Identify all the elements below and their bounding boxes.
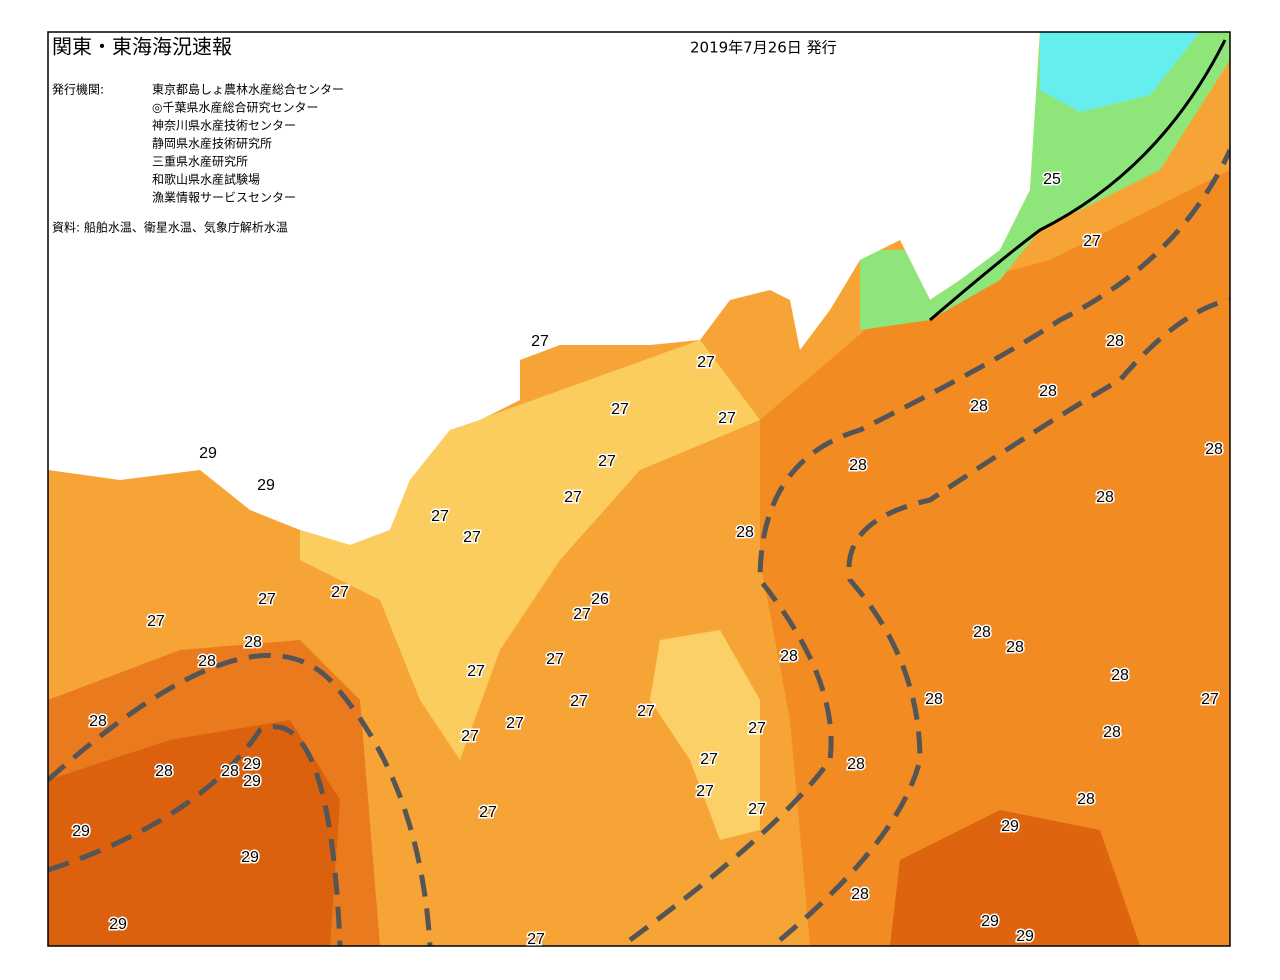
isotherm-label: 28 <box>1006 639 1024 656</box>
isotherm-label: 27 <box>147 613 165 630</box>
isotherm-label: 28 <box>847 756 865 773</box>
isotherm-label: 27 <box>258 591 276 608</box>
isotherm-label: 27 <box>1201 691 1219 708</box>
isotherm-label: 28 <box>1077 791 1095 808</box>
isotherm-label: 28 <box>198 653 216 670</box>
issuer-name: ◎千葉県水産総合研究センター <box>152 100 318 115</box>
isotherm-label: 28 <box>851 886 869 903</box>
isotherm-label: 28 <box>221 763 239 780</box>
isotherm-label: 27 <box>461 728 479 745</box>
isotherm-label: 29 <box>243 773 261 790</box>
isotherm-label: 27 <box>700 751 718 768</box>
isotherm-label: 29 <box>981 913 999 930</box>
isotherm-label: 28 <box>849 457 867 474</box>
isotherm-label: 27 <box>748 720 766 737</box>
isotherm-label: 28 <box>1106 333 1124 350</box>
isotherm-label: 27 <box>331 584 349 601</box>
isotherm-label: 27 <box>748 801 766 818</box>
isotherm-label: 28 <box>244 634 262 651</box>
issue-date: 2019年7月26日 発行 <box>690 39 837 57</box>
isotherm-label: 27 <box>506 715 524 732</box>
isotherm-label: 29 <box>1016 928 1034 945</box>
isotherm-label: 27 <box>1083 233 1101 250</box>
isotherm-label: 27 <box>697 354 715 371</box>
issuer-name: 神奈川県水産技術センター <box>152 118 296 133</box>
issuer-name: 東京都島しょ農林水産総合センター <box>152 82 344 97</box>
isotherm-label: 27 <box>431 508 449 525</box>
isotherm-label: 29 <box>257 477 275 494</box>
isotherm-label: 27 <box>479 804 497 821</box>
isotherm-label: 27 <box>531 333 549 350</box>
isotherm-label: 28 <box>970 398 988 415</box>
issuer-name: 和歌山県水産試験場 <box>152 172 260 187</box>
isotherm-label: 28 <box>780 648 798 665</box>
isotherm-label: 27 <box>591 591 609 608</box>
isotherm-label: 27 <box>546 651 564 668</box>
isotherm-label: 28 <box>1103 724 1121 741</box>
isotherm-label: 27 <box>611 401 629 418</box>
isotherm-label: 28 <box>155 763 173 780</box>
isotherm-label: 27 <box>573 606 591 623</box>
issuer-name: 静岡県水産技術研究所 <box>152 136 272 151</box>
isotherm-label: 28 <box>1096 489 1114 506</box>
issuer-name: 三重県水産研究所 <box>152 154 248 169</box>
isotherm-label: 27 <box>467 663 485 680</box>
title: 関東・東海海況速報 <box>52 35 232 59</box>
isotherm-label: 28 <box>736 524 754 541</box>
isotherm-label: 27 <box>570 693 588 710</box>
isotherm-label: 28 <box>1205 441 1223 458</box>
isotherm-label: 29 <box>241 849 259 866</box>
isotherm-label: 28 <box>973 624 991 641</box>
isotherm-label: 27 <box>463 529 481 546</box>
isotherm-label: 29 <box>243 756 261 773</box>
isotherm-label: 29 <box>199 445 217 462</box>
issuer-name: 漁業情報サービスセンター <box>152 191 296 205</box>
isotherm-label: 29 <box>109 916 127 933</box>
issuer-list: 東京都島しょ農林水産総合センター ◎千葉県水産総合研究センター神奈川県水産技術セン… <box>152 82 344 205</box>
isotherm-label: 28 <box>1111 667 1129 684</box>
source: 資料: 船舶水温、衛星水温、気象庁解析水温 <box>52 220 288 235</box>
isotherm-label: 27 <box>718 410 736 427</box>
map-frame <box>47 31 1231 947</box>
isotherm-label: 27 <box>696 783 714 800</box>
isotherm-label: 27 <box>527 931 545 948</box>
isotherm-label: 28 <box>89 713 107 730</box>
isotherm-label: 28 <box>925 691 943 708</box>
isotherm-label: 27 <box>637 703 655 720</box>
isotherm-label: 27 <box>564 489 582 506</box>
isotherm-label: 26 <box>591 591 609 608</box>
sea <box>48 32 1230 946</box>
issuer-label: 発行機関: <box>52 82 104 97</box>
isotherm-label: 27 <box>598 453 616 470</box>
isotherm-label: 29 <box>1001 818 1019 835</box>
isotherm-label: 28 <box>1039 383 1057 400</box>
isotherm-label: 25 <box>1043 171 1061 188</box>
isotherm-label: 29 <box>72 823 90 840</box>
